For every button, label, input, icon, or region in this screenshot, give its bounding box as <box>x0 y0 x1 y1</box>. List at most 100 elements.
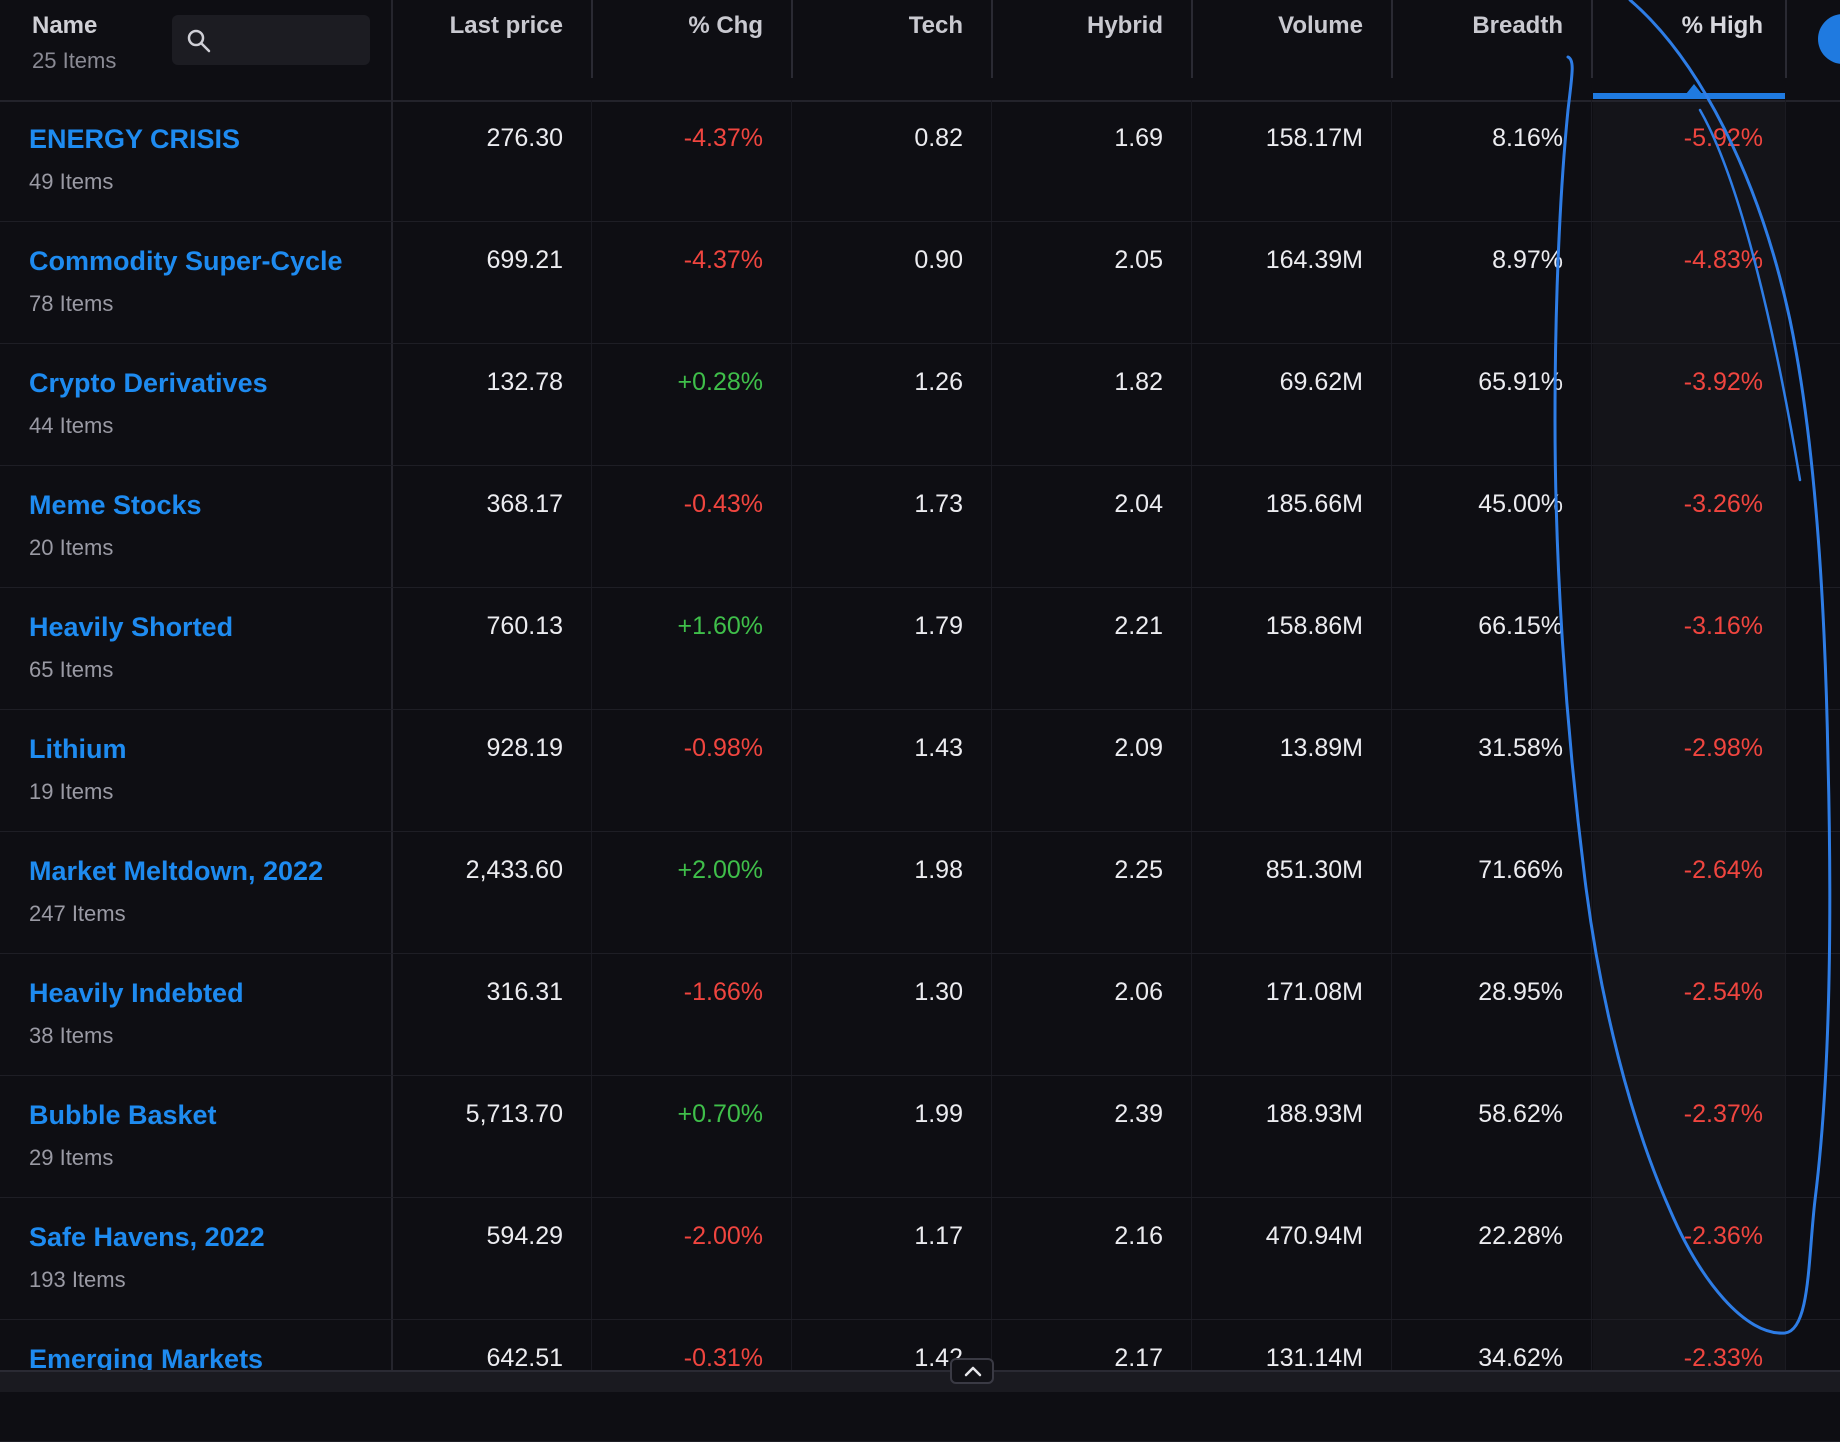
cell-hybrid: 2.04 <box>1114 490 1163 518</box>
cell-pct-high: -5.92% <box>1683 124 1763 152</box>
cell-hybrid: 2.16 <box>1114 1222 1163 1250</box>
cell-volume: 158.86M <box>1265 612 1363 640</box>
cell-breadth: 8.97% <box>1492 246 1563 274</box>
basket-name-link[interactable]: Safe Havens, 2022 <box>29 1222 265 1252</box>
cell-tech: 1.73 <box>914 490 963 518</box>
table-row[interactable]: Bubble Basket 29 Items 5,713.70 +0.70% 1.99 2… <box>0 1076 1840 1198</box>
cell-volume: 171.08M <box>1265 978 1363 1006</box>
basket-name-link[interactable]: Meme Stocks <box>29 490 202 520</box>
name-column-divider <box>391 0 393 1370</box>
basket-items-count: 29 Items <box>29 1145 114 1170</box>
table-row[interactable]: Heavily Shorted 65 Items 760.13 +1.60% 1.79 2… <box>0 588 1840 710</box>
col-header-tech[interactable]: Tech <box>908 12 963 39</box>
cell-breadth: 34.62% <box>1478 1344 1563 1372</box>
cell-volume: 164.39M <box>1265 246 1363 274</box>
cell-chg: -1.66% <box>683 978 763 1006</box>
cell-last-price: 642.51 <box>486 1344 563 1372</box>
cell-volume: 69.62M <box>1279 368 1363 396</box>
cell-breadth: 66.15% <box>1478 612 1563 640</box>
basket-name-link[interactable]: Lithium <box>29 734 127 764</box>
cell-tech: 1.26 <box>914 368 963 396</box>
cell-hybrid: 1.69 <box>1114 124 1163 152</box>
col-header-hybrid[interactable]: Hybrid <box>1086 12 1163 39</box>
cell-chg: -2.00% <box>683 1222 763 1250</box>
basket-items-count: 49 Items <box>29 169 114 194</box>
table-row[interactable]: Market Meltdown, 2022 247 Items 2,433.60 +2… <box>0 832 1840 954</box>
table-row[interactable]: Safe Havens, 2022 193 Items 594.29 -2.00% 1.… <box>0 1198 1840 1320</box>
cell-breadth: 65.91% <box>1478 368 1563 396</box>
cell-breadth: 31.58% <box>1478 734 1563 762</box>
cell-pct-high: -2.98% <box>1683 734 1763 762</box>
col-header-last-price[interactable]: Last price <box>449 12 563 39</box>
col-header-breadth[interactable]: Breadth <box>1472 12 1563 39</box>
name-column-header[interactable]: Name 25 Items <box>32 12 116 74</box>
basket-items-count: 19 Items <box>29 779 114 804</box>
basket-name-link[interactable]: Crypto Derivatives <box>29 368 268 398</box>
cell-tech: 0.90 <box>914 246 963 274</box>
cell-hybrid: 2.06 <box>1114 978 1163 1006</box>
cell-hybrid: 2.17 <box>1114 1344 1163 1372</box>
cell-volume: 13.89M <box>1279 734 1363 762</box>
basket-name-link[interactable]: Commodity Super-Cycle <box>29 246 343 276</box>
col-header-chg[interactable]: % Chg <box>688 12 763 39</box>
cell-breadth: 8.16% <box>1492 124 1563 152</box>
cell-last-price: 132.78 <box>486 368 563 396</box>
cell-tech: 0.82 <box>914 124 963 152</box>
cell-breadth: 58.62% <box>1478 1100 1563 1128</box>
cell-breadth: 71.66% <box>1478 856 1563 884</box>
cell-pct-high: -4.83% <box>1683 246 1763 274</box>
basket-items-count: 193 Items <box>29 1267 126 1292</box>
cell-hybrid: 1.82 <box>1114 368 1163 396</box>
cell-pct-high: -2.33% <box>1683 1344 1763 1372</box>
basket-name-link[interactable]: Market Meltdown, 2022 <box>29 856 324 886</box>
table-row[interactable]: Crypto Derivatives 44 Items 132.78 +0.28% 1.… <box>0 344 1840 466</box>
basket-items-count: 65 Items <box>29 657 114 682</box>
basket-name-link[interactable]: Bubble Basket <box>29 1100 217 1130</box>
cell-last-price: 928.19 <box>486 734 563 762</box>
collapse-button[interactable] <box>950 1358 994 1384</box>
basket-name-link[interactable]: ENERGY CRISIS <box>29 124 241 154</box>
cell-chg: +2.00% <box>677 856 764 884</box>
add-column-button[interactable] <box>1818 14 1840 64</box>
cell-tech: 1.43 <box>914 734 963 762</box>
cell-chg: -4.37% <box>683 124 763 152</box>
basket-items-count: 44 Items <box>29 413 114 438</box>
search-input[interactable] <box>172 15 370 65</box>
basket-items-count: 247 Items <box>29 901 126 926</box>
table-row[interactable]: Meme Stocks 20 Items 368.17 -0.43% 1.73 2.04 1… <box>0 466 1840 588</box>
table-row[interactable]: ENERGY CRISIS 49 Items 276.30 -4.37% 0.82 1.6… <box>0 100 1840 222</box>
basket-name-link[interactable]: Heavily Shorted <box>29 612 234 642</box>
cell-pct-high: -2.37% <box>1683 1100 1763 1128</box>
cell-tech: 1.98 <box>914 856 963 884</box>
cell-chg: -4.37% <box>683 246 763 274</box>
basket-name-link[interactable]: Emerging Markets <box>29 1344 264 1374</box>
basket-items-count: 38 Items <box>29 1023 114 1048</box>
cell-pct-high: -2.64% <box>1683 856 1763 884</box>
cell-last-price: 699.21 <box>486 246 563 274</box>
cell-last-price: 5,713.70 <box>465 1100 563 1128</box>
col-header-volume[interactable]: Volume <box>1278 12 1363 39</box>
cell-breadth: 45.00% <box>1478 490 1563 518</box>
cell-hybrid: 2.09 <box>1114 734 1163 762</box>
cell-breadth: 28.95% <box>1478 978 1563 1006</box>
cell-last-price: 316.31 <box>486 978 563 1006</box>
table-header: Name 25 Items Last price % Chg Tech Hybr… <box>0 0 1840 102</box>
items-count: 25 Items <box>32 48 117 73</box>
cell-chg: -0.98% <box>683 734 763 762</box>
cell-last-price: 368.17 <box>486 490 563 518</box>
cell-hybrid: 2.25 <box>1114 856 1163 884</box>
table-row[interactable]: Lithium 19 Items 928.19 -0.98% 1.43 2.09 13.89… <box>0 710 1840 832</box>
cell-tech: 1.79 <box>914 612 963 640</box>
col-header-pct-high[interactable]: % High <box>1681 12 1763 39</box>
table-row[interactable]: Commodity Super-Cycle 78 Items 699.21 -4.37… <box>0 222 1840 344</box>
table-row[interactable]: Heavily Indebted 38 Items 316.31 -1.66% 1.30… <box>0 954 1840 1076</box>
cell-hybrid: 2.05 <box>1114 246 1163 274</box>
cell-tech: 1.30 <box>914 978 963 1006</box>
cell-hybrid: 2.39 <box>1114 1100 1163 1128</box>
cell-last-price: 276.30 <box>486 124 563 152</box>
basket-name-link[interactable]: Heavily Indebted <box>29 978 244 1008</box>
cell-chg: +0.28% <box>677 368 764 396</box>
cell-volume: 131.14M <box>1265 1344 1363 1372</box>
cell-volume: 158.17M <box>1265 124 1363 152</box>
sort-arrow-icon <box>1686 84 1702 94</box>
